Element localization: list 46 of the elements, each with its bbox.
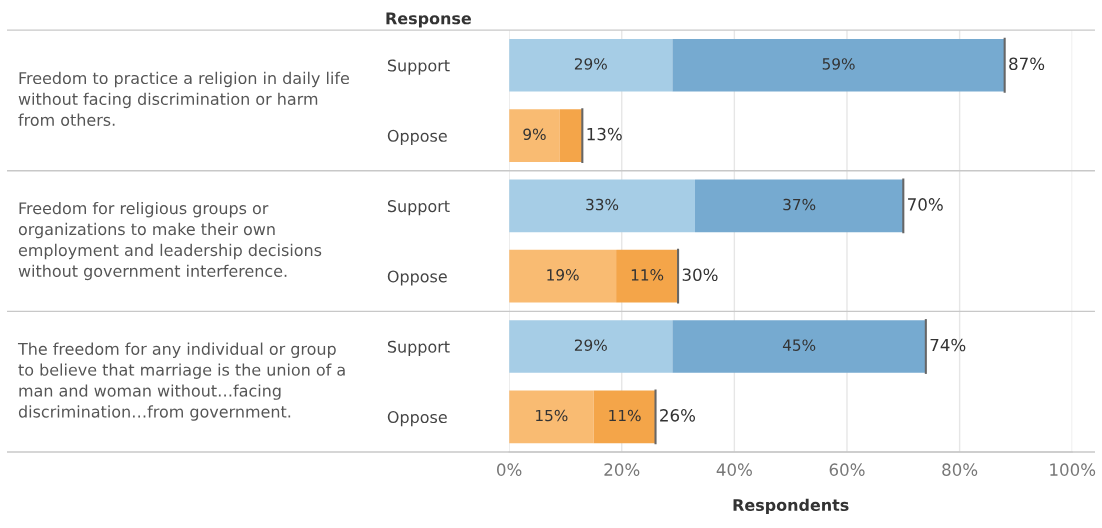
data-label: 19%: [547, 269, 579, 281]
data-label: 29%: [574, 58, 607, 70]
bar: [672, 38, 1005, 92]
bar: [672, 320, 926, 373]
total-label: 13%: [587, 127, 622, 141]
total-label: 70%: [908, 198, 943, 211]
bar: [509, 179, 695, 233]
bar: [509, 320, 673, 373]
data-label: 29%: [574, 339, 607, 351]
bar: [694, 179, 904, 233]
text: The freedom for any individual or group to believe that marriage is the union of a man and woman without…facing discrimination…from government.: [17, 342, 345, 421]
data-label: 59%: [822, 58, 855, 70]
y-tick-label: Oppose: [387, 411, 447, 427]
y-tick-label: Oppose: [387, 129, 447, 145]
bar: [509, 109, 560, 162]
text: Response: [386, 12, 471, 28]
bar: [509, 38, 673, 92]
x-axis-title: Respondents: [733, 498, 849, 515]
y-tick-label: Support: [387, 340, 450, 356]
bar: [593, 390, 656, 444]
x-tick-label: 0%: [497, 463, 522, 476]
x-tick-label: 20%: [604, 463, 640, 476]
x-tick-label: 80%: [942, 463, 978, 476]
text: Freedom to practice a religion in daily life without facing discrimination or harm from others.: [18, 71, 349, 126]
y-tick-label: Oppose: [387, 270, 447, 286]
data-label: 33%: [586, 198, 619, 211]
total-label: 87%: [1009, 57, 1045, 71]
data-label: 45%: [782, 339, 816, 351]
total-label: 26%: [660, 409, 696, 422]
data-label: 11%: [609, 409, 641, 422]
x-tick-label: 100%: [1050, 463, 1096, 476]
bar: [509, 249, 617, 303]
data-label: 15%: [536, 409, 568, 422]
y-tick-label: Support: [387, 59, 450, 75]
bar: [559, 109, 583, 162]
data-label: 11%: [631, 269, 664, 281]
text: Freedom for religious groups or organizations to make their own employment and leadership decisions without government interference.: [18, 201, 322, 281]
y-tick-label: Support: [387, 200, 450, 216]
data-label: 9%: [523, 128, 546, 140]
total-label: 30%: [682, 268, 718, 282]
bar: [616, 249, 679, 303]
bar: [509, 390, 594, 444]
total-label: 74%: [930, 338, 966, 352]
x-tick-label: 40%: [716, 463, 752, 476]
x-tick-label: 60%: [829, 463, 865, 476]
data-label: 37%: [783, 198, 816, 211]
